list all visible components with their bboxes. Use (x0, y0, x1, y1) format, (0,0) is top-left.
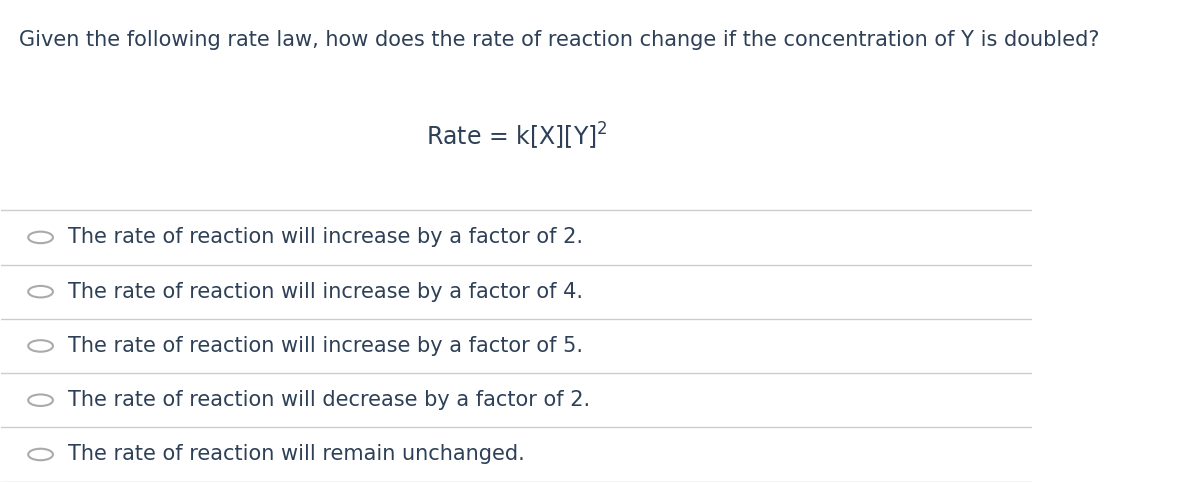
Text: The rate of reaction will increase by a factor of 5.: The rate of reaction will increase by a … (68, 336, 583, 356)
Text: The rate of reaction will increase by a factor of 4.: The rate of reaction will increase by a … (68, 282, 583, 302)
Text: The rate of reaction will decrease by a factor of 2.: The rate of reaction will decrease by a … (68, 390, 590, 410)
Text: Rate = k[X][Y]$^2$: Rate = k[X][Y]$^2$ (426, 121, 607, 153)
Text: The rate of reaction will increase by a factor of 2.: The rate of reaction will increase by a … (68, 227, 583, 247)
Text: Given the following rate law, how does the rate of reaction change if the concen: Given the following rate law, how does t… (19, 30, 1099, 50)
Text: The rate of reaction will remain unchanged.: The rate of reaction will remain unchang… (68, 444, 526, 465)
